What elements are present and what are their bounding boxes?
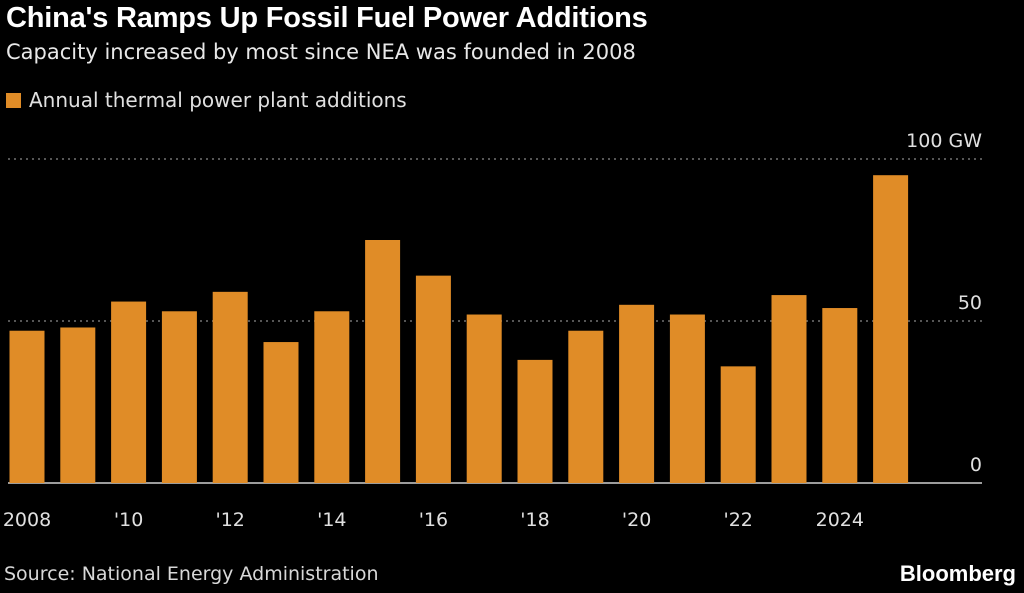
chart-subtitle: Capacity increased by most since NEA was… <box>6 40 636 64</box>
bar-2014 <box>314 311 350 483</box>
bar-2025 <box>873 175 909 483</box>
x-tick-label: '10 <box>114 509 143 531</box>
x-tick-label: '18 <box>520 509 549 531</box>
bar-2009 <box>60 327 96 483</box>
legend: Annual thermal power plant additions <box>6 88 407 112</box>
y-tick-label: 100 GW <box>906 130 982 152</box>
bar-2018 <box>517 359 553 483</box>
legend-swatch <box>6 92 21 108</box>
y-tick-label: 0 <box>970 454 982 476</box>
bar-2012 <box>212 291 248 483</box>
y-tick-label: 50 <box>958 292 982 314</box>
bar-2022 <box>720 366 756 483</box>
bar-2017 <box>466 314 502 483</box>
chart-title: China's Ramps Up Fossil Fuel Power Addit… <box>6 2 648 34</box>
x-tick-label: 2008 <box>3 509 51 531</box>
bar-2023 <box>771 295 807 483</box>
x-tick-label: '16 <box>419 509 448 531</box>
x-tick-label: 2024 <box>816 509 864 531</box>
x-tick-label: '14 <box>317 509 346 531</box>
source-note: Source: National Energy Administration <box>4 563 379 585</box>
legend-label: Annual thermal power plant additions <box>29 88 407 112</box>
bar-2021 <box>669 314 705 483</box>
bar-2024 <box>822 308 858 483</box>
bar-2013 <box>263 342 299 483</box>
bar-2016 <box>415 275 451 483</box>
x-tick-label: '22 <box>723 509 752 531</box>
bar-2019 <box>568 330 604 483</box>
bar-2011 <box>161 311 197 483</box>
bar-2010 <box>111 301 147 483</box>
bloomberg-logo: Bloomberg <box>899 561 1016 586</box>
x-tick-label: '12 <box>215 509 244 531</box>
bar-2020 <box>619 304 655 483</box>
x-tick-label: '20 <box>622 509 651 531</box>
bar-2008 <box>9 330 45 483</box>
bar-2015 <box>365 240 401 483</box>
